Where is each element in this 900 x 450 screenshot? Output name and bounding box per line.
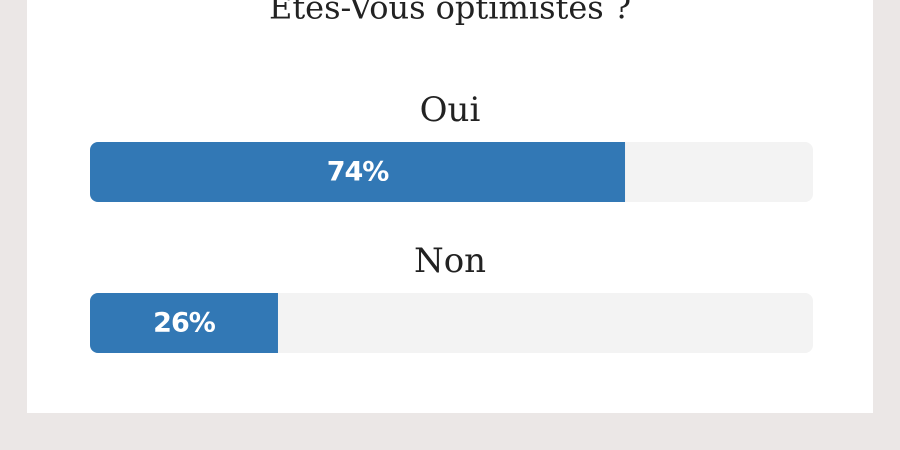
option-label: Oui <box>420 90 481 130</box>
percent-label: 74% <box>327 157 390 188</box>
bar <box>90 142 626 202</box>
poll-title: Êtes-Vous optimistes ? <box>269 0 631 27</box>
percent-label: 26% <box>153 308 216 339</box>
bar <box>90 293 278 353</box>
option-label: Non <box>414 241 486 281</box>
